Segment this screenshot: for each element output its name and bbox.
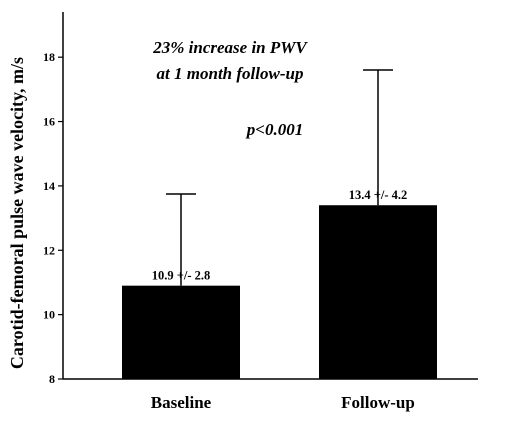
y-tick-label: 8 — [49, 372, 55, 386]
annotation-line-1: 23% increase in PWV — [152, 38, 308, 57]
x-category-label: Baseline — [151, 393, 212, 412]
x-category-label: Follow-up — [341, 393, 415, 412]
x-axis-categories: Baseline Follow-up — [151, 393, 415, 412]
y-axis-label: Carotid-femoral pulse wave velocity, m/s — [7, 57, 27, 369]
y-tick-label: 14 — [43, 179, 55, 193]
p-value-annotation: p<0.001 — [245, 120, 303, 139]
data-label: 10.9 +/- 2.8 — [152, 269, 211, 283]
y-tick-label: 16 — [43, 115, 55, 129]
annotation-line-2: at 1 month follow-up — [157, 64, 304, 83]
y-tick-label: 18 — [43, 50, 55, 64]
y-tick-label: 10 — [43, 308, 55, 322]
error-bars — [166, 69, 393, 286]
y-axis-ticks: 8 10 12 14 16 18 — [43, 50, 63, 386]
data-labels: 10.9 +/- 2.8 13.4 +/- 4.2 — [152, 188, 408, 282]
bars — [122, 205, 437, 379]
y-tick-label: 12 — [43, 243, 55, 257]
data-label: 13.4 +/- 4.2 — [349, 188, 408, 202]
bar-baseline — [122, 285, 240, 379]
bar-follow-up — [319, 205, 437, 379]
